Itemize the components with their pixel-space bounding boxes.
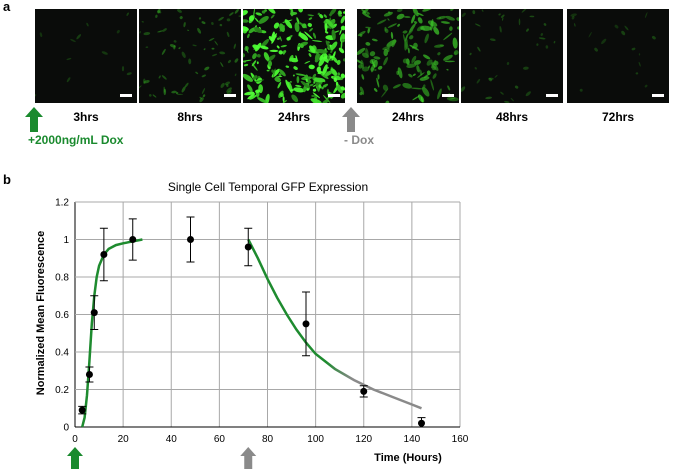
- remove-dox-arrow-icon: [342, 107, 360, 132]
- data-point: [359, 385, 368, 398]
- x-tick-label: 40: [166, 434, 178, 445]
- data-point: [85, 366, 94, 383]
- panel-a-letter: a: [3, 0, 11, 14]
- chart-tick-labels: 0 20 40 60 80 100 120 140 160 0 0.2 0.4 0.6 0.8 1 1.2: [55, 198, 469, 446]
- y-tick-label: 0.4: [55, 348, 69, 359]
- x-tick-label: 60: [214, 434, 226, 445]
- data-point: [417, 417, 426, 428]
- x-tick-label: 80: [262, 434, 274, 445]
- data-point: [99, 227, 108, 282]
- chart-title: Single Cell Temporal GFP Expression: [168, 180, 368, 194]
- data-marker: [100, 251, 108, 258]
- micrograph-5: [461, 9, 563, 103]
- add-dox-label: +2000ng/mL Dox: [28, 133, 124, 147]
- timepoint-label: 48hrs: [495, 110, 529, 124]
- x-tick-label: 160: [452, 434, 469, 445]
- remove-dox-label: - Dox: [344, 133, 374, 147]
- x-tick-label: 140: [404, 434, 421, 445]
- data-marker: [187, 236, 194, 243]
- chart-arrows: [67, 447, 257, 469]
- timepoint-label: 24hrs: [277, 110, 311, 124]
- add-dox-chart-arrow-icon: [67, 447, 83, 469]
- y-tick-label: 0.8: [55, 273, 69, 284]
- data-point: [244, 227, 253, 267]
- data-point: [90, 295, 99, 330]
- micrograph-2: [139, 9, 241, 103]
- y-tick-label: 0.6: [55, 310, 69, 321]
- data-point: [302, 291, 310, 357]
- data-marker: [302, 320, 310, 328]
- data-marker: [418, 419, 425, 427]
- x-tick-label: 120: [355, 434, 372, 445]
- add-dox-arrow-icon: [25, 107, 43, 132]
- data-point: [186, 216, 195, 263]
- y-tick-label: 1.2: [55, 198, 69, 209]
- micrograph-3: [243, 9, 345, 103]
- data-point: [128, 218, 137, 261]
- data-marker: [129, 236, 137, 243]
- data-marker: [90, 309, 98, 317]
- data-marker: [244, 243, 252, 251]
- fit-curve-decay: [247, 238, 422, 410]
- timepoint-label: 3hrs: [73, 110, 99, 124]
- data-point: [78, 405, 87, 415]
- scale-bar: [546, 94, 558, 97]
- y-tick-label: 0: [63, 423, 69, 434]
- micrograph-1: [35, 9, 137, 103]
- data-marker: [78, 406, 86, 414]
- y-axis-label: Normalized Mean Fluorescence: [35, 231, 47, 395]
- timepoint-label: 8hrs: [177, 110, 203, 124]
- data-points: [78, 216, 426, 428]
- scale-bar: [224, 94, 236, 97]
- y-tick-label: 0.2: [55, 385, 69, 396]
- x-tick-label: 0: [72, 434, 78, 445]
- gfp-expression-chart: Single Cell Temporal GFP Expression Norm…: [35, 180, 469, 469]
- timepoint-label: 24hrs: [391, 110, 425, 124]
- micrograph-6: [567, 9, 669, 103]
- x-axis-label: Time (Hours): [374, 452, 442, 464]
- data-marker: [360, 387, 368, 395]
- panel-b-letter: b: [3, 172, 11, 187]
- scale-bar: [120, 94, 132, 97]
- micrograph-4: [357, 9, 459, 103]
- timepoint-label: 72hrs: [601, 110, 635, 124]
- data-marker: [85, 371, 93, 378]
- scale-bar: [442, 94, 454, 97]
- scale-bar: [328, 94, 340, 97]
- fit-curves: [80, 238, 422, 428]
- x-tick-label: 20: [118, 434, 130, 445]
- scale-bar: [652, 94, 664, 97]
- y-tick-label: 1: [63, 235, 69, 246]
- x-tick-label: 100: [307, 434, 324, 445]
- fit-curve-induction: [80, 238, 143, 428]
- remove-dox-chart-arrow-icon: [240, 447, 257, 469]
